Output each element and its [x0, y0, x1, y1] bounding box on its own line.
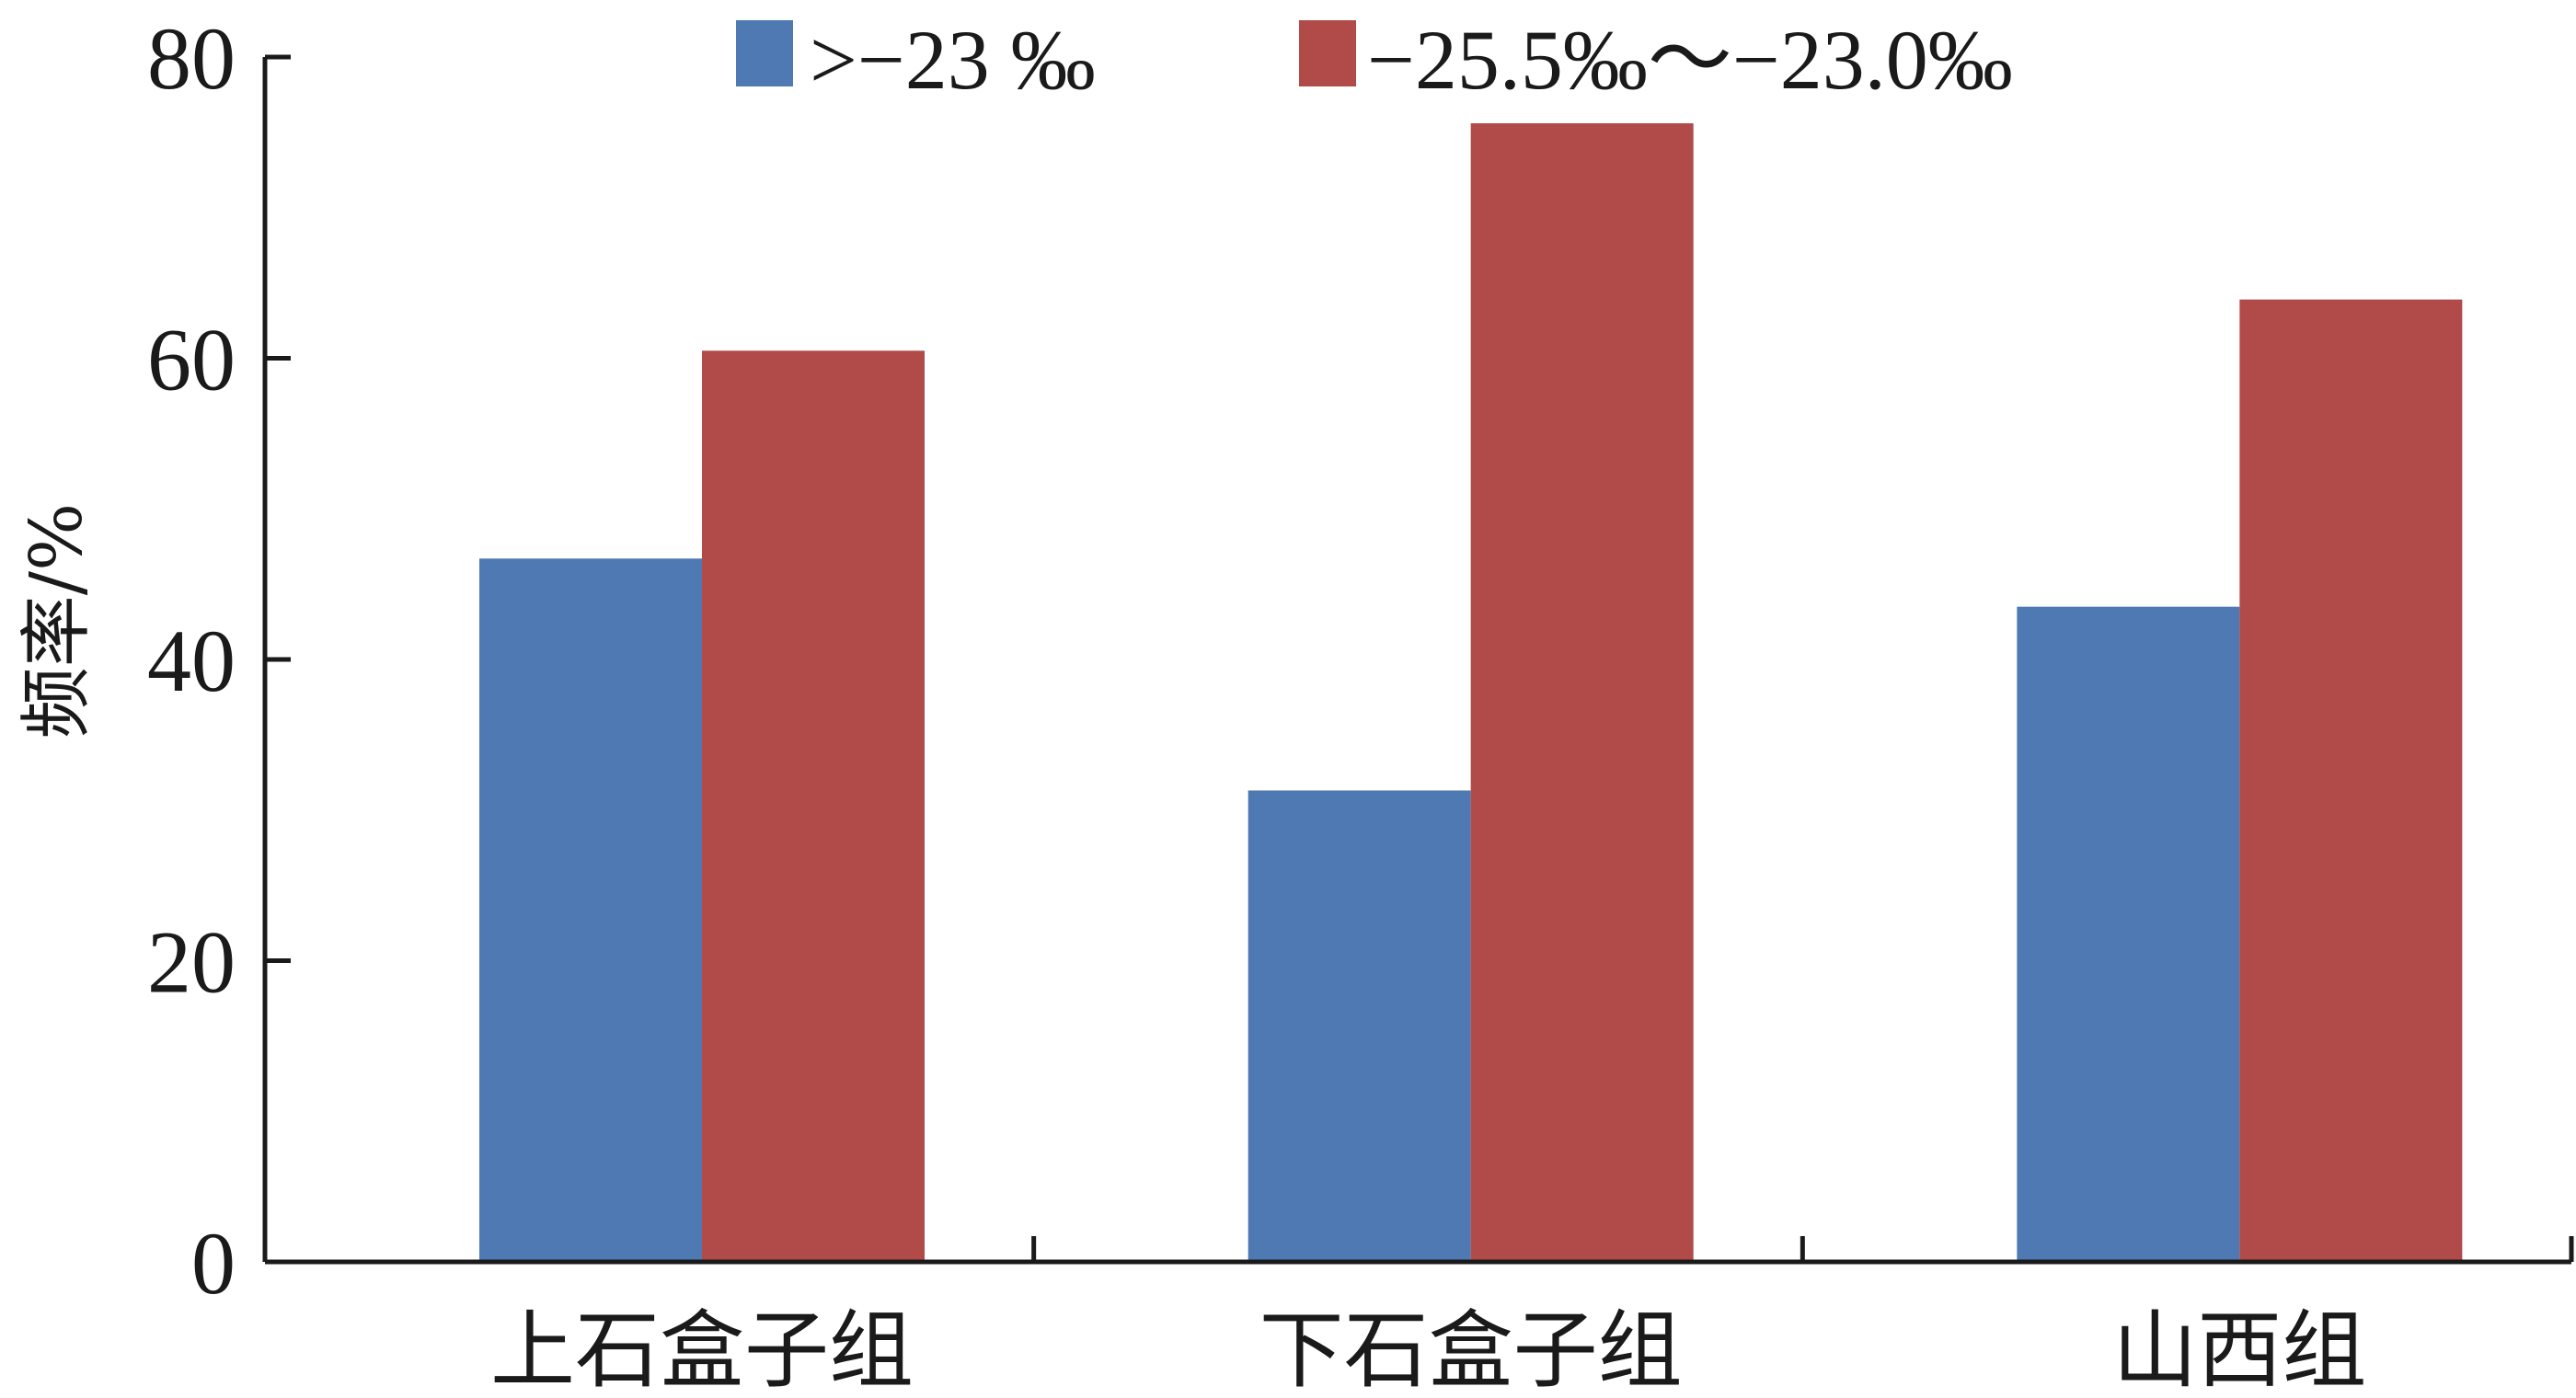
legend-swatch-series-1	[736, 20, 793, 86]
x-axis-categories: 上石盒子组 下石盒子组 山西组	[490, 1236, 2574, 1398]
x-category-label: 上石盒子组	[490, 1301, 914, 1398]
bar-下石盒子组-series-1	[1248, 790, 1471, 1262]
legend: >−23 ‰ −25.5‰～−23.0‰	[736, 13, 2013, 107]
legend-swatch-series-2	[1299, 20, 1356, 86]
x-category-label: 下石盒子组	[1259, 1301, 1683, 1398]
bar-山西组-series-2	[2239, 299, 2463, 1263]
y-tick-label: 40	[147, 612, 236, 710]
bar-下石盒子组-series-2	[1470, 123, 1694, 1262]
y-tick-label: 60	[147, 311, 236, 409]
bar-山西组-series-1	[2017, 606, 2240, 1262]
y-tick-label: 20	[147, 913, 236, 1012]
x-category-label: 山西组	[2112, 1301, 2366, 1398]
y-tick-label: 0	[191, 1214, 236, 1312]
legend-label-series-1: >−23 ‰	[810, 13, 1096, 107]
y-tick-label: 80	[147, 9, 236, 108]
bar-上石盒子组-series-1	[479, 558, 702, 1262]
y-axis-ticks: 0 20 40 60 80	[147, 9, 291, 1312]
bars	[479, 123, 2463, 1263]
legend-label-series-2: −25.5‰～−23.0‰	[1367, 13, 2013, 107]
y-axis-label: 频率/%	[16, 503, 98, 739]
bar-上石盒子组-series-2	[702, 350, 925, 1262]
